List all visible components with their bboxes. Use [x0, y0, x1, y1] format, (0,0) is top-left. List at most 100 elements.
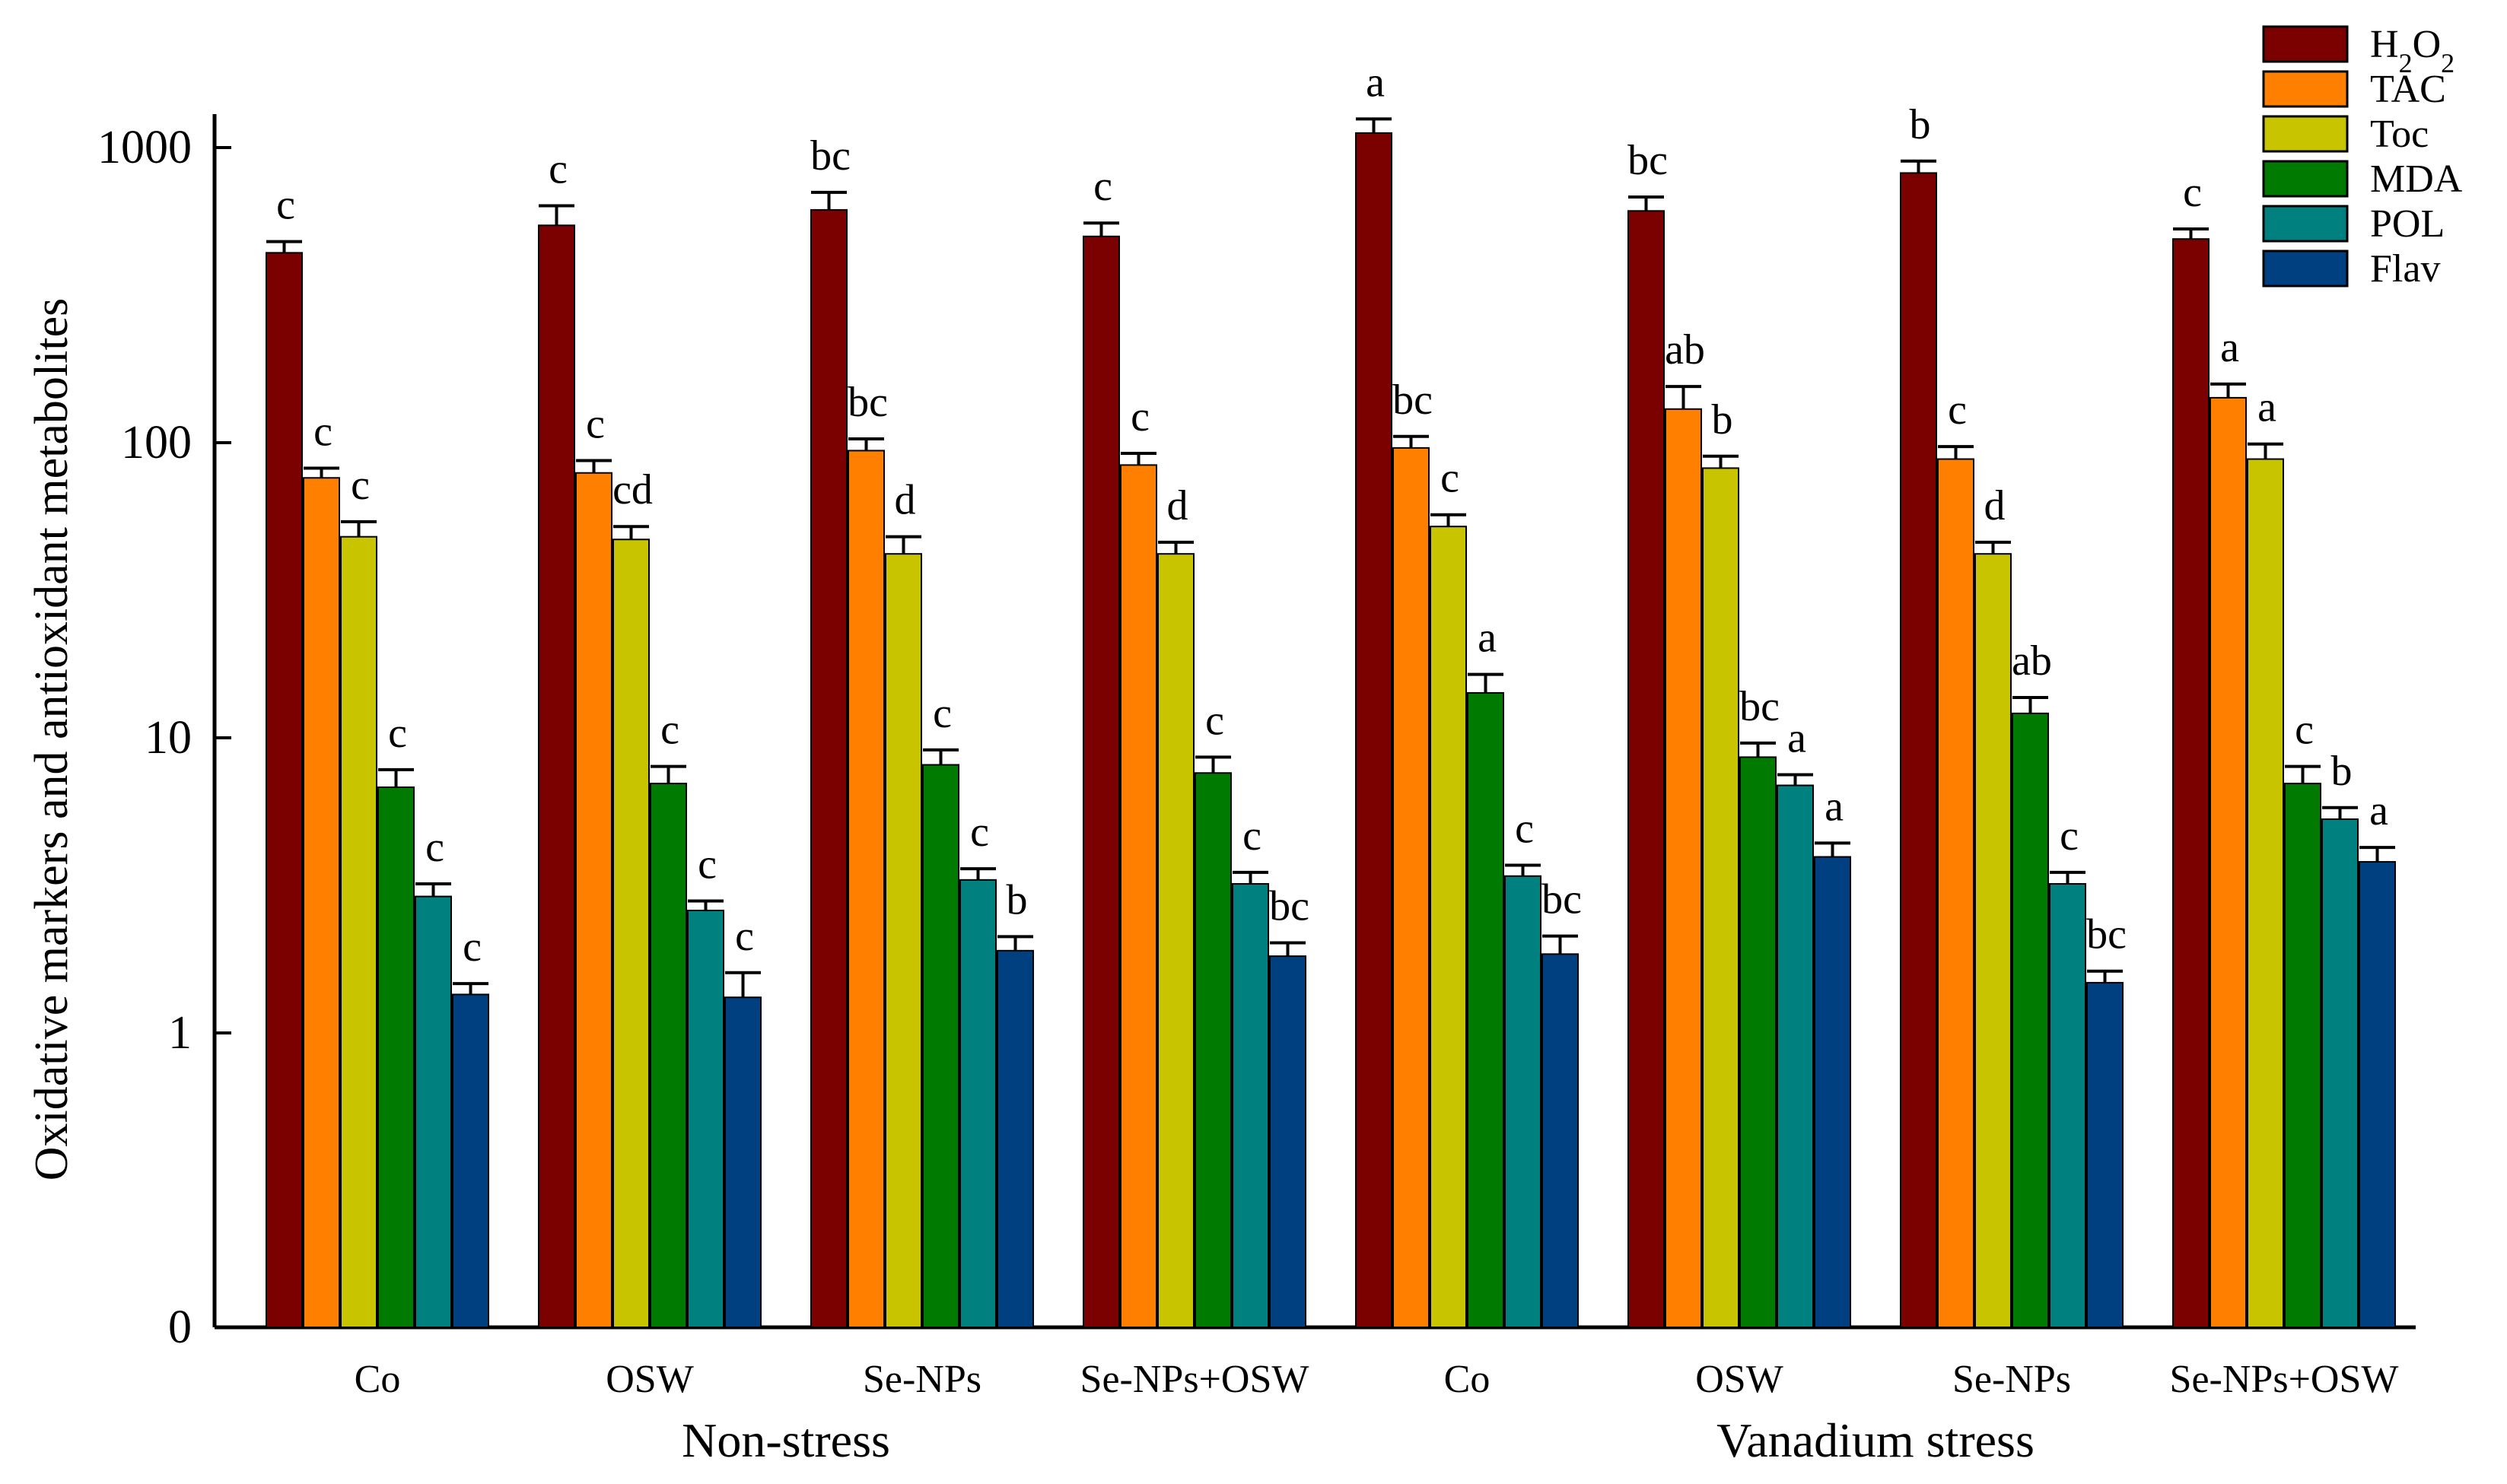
error-bar: [811, 190, 847, 210]
error-bar: [1356, 117, 1392, 133]
category-label: Se-NPs+OSW: [1080, 1358, 1309, 1401]
legend-swatch: [2262, 249, 2349, 288]
bar: [2284, 783, 2321, 1328]
significance-label: bc: [1739, 683, 1780, 730]
bar: [724, 996, 762, 1328]
significance-label: c: [933, 690, 952, 737]
bar: [2247, 458, 2284, 1328]
y-tick-label: 1: [168, 1007, 192, 1059]
error-bar: [725, 971, 761, 998]
bar: [1232, 883, 1269, 1328]
category-label: Se-NPs: [863, 1358, 981, 1401]
significance-label: bc: [1269, 883, 1309, 930]
significance-label: a: [2369, 787, 2388, 834]
legend-swatch: [2262, 205, 2349, 243]
legend-swatch: [2262, 160, 2349, 198]
error-bar: [1938, 445, 1974, 459]
bar: [2172, 238, 2210, 1328]
significance-label: d: [1167, 482, 1188, 529]
legend-label: H2O2: [2370, 23, 2455, 78]
group-label: Non-stress: [682, 1413, 890, 1467]
bar: [452, 993, 489, 1329]
bar: [959, 879, 997, 1329]
significance-label: c: [549, 146, 568, 193]
error-bar: [2210, 382, 2246, 398]
bar: [1504, 875, 1541, 1328]
bar: [415, 895, 452, 1328]
error-bar: [2359, 846, 2395, 863]
error-bar: [1703, 454, 1739, 469]
bar: [1900, 172, 1937, 1329]
bar: [2359, 861, 2396, 1328]
error-bar: [266, 240, 302, 253]
significance-label: bc: [810, 132, 851, 180]
significance-label: bc: [2086, 911, 2127, 958]
error-bar: [1740, 741, 1776, 758]
error-bar: [1666, 385, 1701, 409]
error-bar: [1393, 434, 1429, 448]
significance-label: bc: [848, 379, 888, 426]
significance-label: bc: [1627, 137, 1668, 184]
bar: [1777, 784, 1814, 1329]
bar: [2012, 712, 2049, 1328]
bar: [2049, 883, 2086, 1328]
error-bar: [2173, 227, 2209, 240]
bar: [1541, 953, 1579, 1329]
significance-label: c: [276, 182, 295, 229]
significance-label: b: [1712, 396, 1733, 443]
significance-label: c: [2183, 169, 2202, 216]
y-tick-label: 100: [121, 417, 192, 469]
error-bar: [1195, 755, 1231, 774]
y-axis: 0 1 10 100 1000: [97, 114, 231, 1353]
error-bar: [378, 767, 414, 787]
bar: [2321, 818, 2359, 1328]
error-bar: [1628, 195, 1664, 211]
y-axis-label: Oxidative markers and antioxidant metabo…: [26, 298, 78, 1181]
significance-label: a: [1478, 615, 1497, 662]
error-bar: [960, 867, 996, 880]
category-label: OSW: [606, 1358, 694, 1401]
bar: [2086, 981, 2124, 1329]
category-label: Co: [1444, 1358, 1491, 1401]
significance-label: c: [2295, 707, 2314, 754]
significance-label: b: [1910, 101, 1931, 148]
significance-label: c: [735, 913, 754, 960]
significance-label: c: [2060, 812, 2079, 860]
significance-label: bc: [1541, 876, 1582, 923]
error-bar: [1430, 513, 1466, 527]
bar: [1392, 446, 1430, 1328]
bar: [612, 539, 650, 1328]
error-bar: [997, 935, 1033, 951]
error-bar: [613, 525, 649, 540]
bar: [1195, 772, 1232, 1328]
error-bar: [539, 204, 574, 226]
bar: [303, 477, 340, 1328]
error-bar: [453, 982, 488, 995]
error-bar: [1158, 540, 1194, 555]
category-label: OSW: [1695, 1358, 1783, 1401]
significance-label: a: [2220, 324, 2239, 371]
error-bar: [1815, 841, 1850, 857]
legend-label: Flav: [2370, 247, 2440, 291]
significance-label: c: [351, 462, 370, 509]
error-bar: [688, 899, 724, 910]
error-bar: [304, 466, 339, 478]
error-bar: [886, 535, 921, 555]
bar: [1467, 691, 1504, 1328]
bar: [1269, 955, 1306, 1328]
error-bar: [1121, 452, 1156, 466]
y-tick-label: 10: [145, 712, 192, 764]
bar: [1739, 756, 1777, 1328]
error-bar: [1505, 863, 1541, 876]
y-tick-label: 1000: [97, 122, 192, 173]
significance-label: d: [1984, 482, 2006, 529]
error-bar: [1468, 672, 1503, 693]
significance-label: b: [2331, 748, 2353, 795]
legend-label: MDA: [2370, 157, 2463, 201]
error-bar: [2285, 764, 2321, 784]
significance-label: a: [1366, 59, 1385, 106]
significance-label: c: [660, 707, 679, 754]
significance-label: c: [586, 400, 605, 447]
